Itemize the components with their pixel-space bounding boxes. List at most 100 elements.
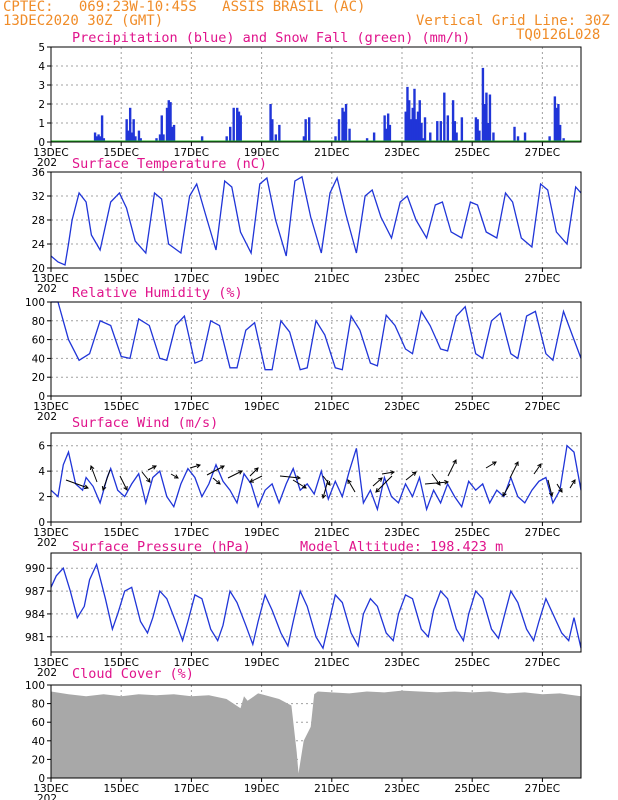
x-tick-label: 23DEC bbox=[384, 401, 419, 413]
x-tick-label: 17DEC bbox=[174, 147, 209, 159]
precip-bar bbox=[348, 128, 351, 142]
precip-bar bbox=[408, 100, 411, 142]
wind-arrow bbox=[119, 475, 128, 491]
precip-bar bbox=[229, 126, 232, 142]
precip-bar bbox=[516, 136, 520, 142]
precip-bar bbox=[341, 107, 344, 142]
x-tick-label: 25DEC bbox=[454, 783, 489, 795]
x-tick-label: 21DEC bbox=[314, 657, 349, 669]
precip-bar bbox=[481, 67, 485, 142]
panel-title: Surface Temperature (nC) bbox=[72, 156, 267, 172]
precip-bar bbox=[137, 130, 141, 142]
series-line bbox=[50, 175, 582, 266]
wind-arrow bbox=[141, 471, 151, 483]
precip-bar bbox=[269, 104, 272, 142]
panel-title: Surface Pressure (hPa) bbox=[72, 539, 251, 555]
panel-title: Cloud Cover (%) bbox=[72, 666, 194, 682]
precip-bar bbox=[418, 100, 421, 142]
precip-bar bbox=[420, 123, 423, 142]
precip-bar bbox=[160, 115, 163, 142]
precip-bar bbox=[200, 136, 204, 142]
y-tick-label: 4 bbox=[38, 61, 45, 73]
precip-bar bbox=[236, 107, 239, 142]
precip-bar bbox=[439, 121, 443, 142]
wind-arrow-head bbox=[219, 465, 225, 470]
x-tick-label: 19DEC bbox=[244, 401, 279, 413]
x-tick-label: 21DEC bbox=[314, 147, 349, 159]
precip-bar bbox=[388, 124, 392, 142]
precip-bar bbox=[423, 117, 427, 142]
precip-bar bbox=[167, 100, 170, 142]
precip-bar bbox=[307, 117, 311, 142]
x-tick-label: 15DEC bbox=[103, 527, 138, 539]
precip-bar bbox=[271, 119, 274, 142]
wind-arrow bbox=[485, 461, 497, 469]
precip-bar bbox=[239, 115, 242, 142]
precip-bar bbox=[278, 124, 281, 142]
precip-bar bbox=[492, 132, 495, 142]
x-tick-label: 19DEC bbox=[244, 657, 279, 669]
panel-frame bbox=[50, 552, 582, 653]
precip-bar bbox=[95, 136, 99, 142]
cloud-area bbox=[51, 690, 581, 778]
wind-arrow bbox=[189, 464, 201, 469]
wind-arrow bbox=[533, 463, 542, 475]
model-altitude-label: Model Altitude: 198.423 m bbox=[300, 539, 503, 555]
x-tick-label: 21DEC bbox=[314, 273, 349, 285]
precip-bar bbox=[139, 138, 142, 142]
precip-bar bbox=[562, 138, 565, 142]
x-year-label: 202 bbox=[37, 667, 57, 679]
x-tick-label: 27DEC bbox=[525, 273, 560, 285]
wind-arrow-head bbox=[237, 470, 243, 475]
x-tick-label: 21DEC bbox=[314, 527, 349, 539]
x-year-label: 202 bbox=[37, 537, 57, 549]
x-tick-label: 21DEC bbox=[314, 783, 349, 795]
precip-bar bbox=[365, 138, 369, 142]
header-date: 13DEC2020 30Z (GMT) bbox=[3, 13, 164, 29]
wind-arrow-head bbox=[452, 459, 457, 465]
precip-bar bbox=[483, 104, 486, 142]
x-tick-label: 27DEC bbox=[525, 783, 560, 795]
wind-arrow bbox=[147, 465, 157, 471]
x-year-label: 202 bbox=[37, 411, 57, 423]
wind-arrow bbox=[381, 471, 395, 475]
wind-arrow-head bbox=[173, 474, 179, 479]
precip-bar bbox=[134, 136, 137, 142]
panel-title: Precipitation (blue) and Snow Fall (gree… bbox=[72, 30, 470, 46]
precip-bar bbox=[486, 123, 490, 142]
x-tick-label: 23DEC bbox=[384, 783, 419, 795]
wind-arrow bbox=[90, 465, 98, 483]
wind-arrow bbox=[65, 479, 89, 489]
precip-bar bbox=[304, 119, 307, 142]
x-tick-label: 25DEC bbox=[454, 657, 489, 669]
precip-bar bbox=[334, 136, 337, 142]
wind-arrow-head bbox=[558, 487, 563, 493]
precip-bar bbox=[344, 104, 348, 142]
y-tick-label: 5 bbox=[38, 42, 45, 54]
y-tick-label: 4 bbox=[38, 466, 45, 478]
wind-arrow-head bbox=[123, 485, 128, 491]
precip-bar bbox=[274, 134, 278, 142]
y-tick-label: 60 bbox=[32, 717, 45, 729]
x-tick-label: 25DEC bbox=[454, 401, 489, 413]
wind-arrow-head bbox=[444, 479, 450, 485]
precip-bar bbox=[158, 134, 162, 142]
precip-bar bbox=[162, 134, 165, 142]
precip-bar bbox=[93, 132, 97, 142]
precip-bar bbox=[383, 115, 386, 142]
panel-frame bbox=[50, 432, 582, 523]
precip-bar bbox=[406, 86, 409, 142]
wind-arrow bbox=[502, 483, 511, 497]
wind-arrow bbox=[322, 479, 329, 499]
y-tick-label: 987 bbox=[25, 586, 45, 598]
precip-bar bbox=[451, 100, 455, 142]
x-tick-label: 27DEC bbox=[525, 401, 560, 413]
panel-title: Surface Wind (m/s) bbox=[72, 415, 218, 431]
wind-arrow-head bbox=[83, 484, 89, 490]
precip-bar bbox=[422, 138, 425, 142]
precip-bar bbox=[302, 136, 306, 142]
precip-bar bbox=[474, 117, 478, 142]
y-tick-label: 28 bbox=[32, 215, 45, 227]
precip-bar bbox=[413, 88, 416, 142]
y-tick-label: 36 bbox=[32, 167, 46, 179]
